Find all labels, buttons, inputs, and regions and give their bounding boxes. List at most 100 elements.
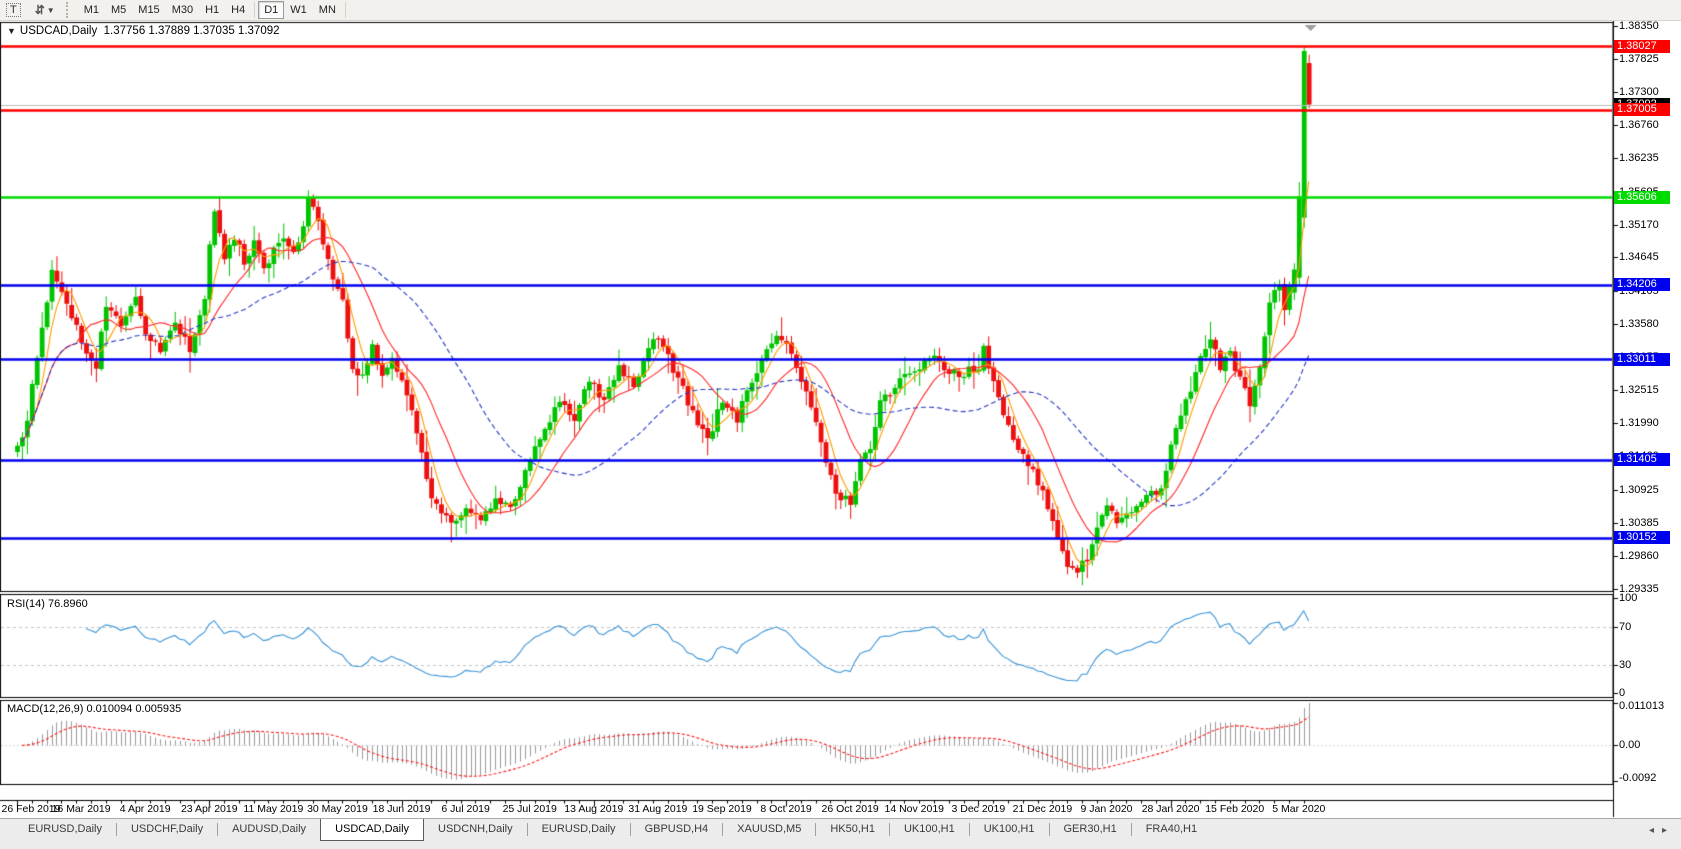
price-axis-tick: 1.36235 (1619, 152, 1659, 165)
date-axis-label: 15 Feb 2020 (1205, 803, 1265, 815)
date-axis-label: 26 Oct 2019 (821, 803, 879, 815)
macd-indicator-label: MACD(12,26,9) 0.010094 0.005935 (7, 703, 182, 715)
macd-axis-zero-label: 0.00 (1619, 739, 1641, 752)
sort-arrows-icon: ⇵ (34, 3, 45, 17)
tab-scroll-right-icon[interactable]: ▸ (1661, 824, 1667, 836)
tab-separator (217, 823, 219, 836)
chart-title: ▼ USDCAD,Daily 1.37756 1.37889 1.37035 1.… (7, 25, 280, 37)
price-axis-tick: 1.37825 (1619, 52, 1659, 65)
level-price-label: 1.31405 (1614, 453, 1670, 467)
toolbar-separator (344, 2, 346, 18)
date-axis-label: 8 Oct 2019 (760, 803, 812, 815)
date-axis-label: 3 Dec 2019 (951, 803, 1006, 815)
chart-tab-fra40-h1[interactable]: FRA40,H1 (1145, 823, 1198, 835)
macd-axis-min-label: -0.0092 (1619, 772, 1657, 784)
chart-symbol-period: USDCAD,Daily (19, 25, 98, 37)
chart-tab-gbpusd-h4[interactable]: GBPUSD,H4 (644, 823, 709, 835)
price-axis-tick: 1.36760 (1619, 119, 1659, 132)
tab-separator (888, 823, 890, 836)
timeframe-button-d1[interactable]: D1 (258, 1, 285, 19)
chart-tab-usdcnh-daily[interactable]: USDCNH,Daily (438, 823, 513, 835)
rsi-axis-label: 100 (1619, 592, 1638, 604)
chart-tab-bar: EURUSD,Daily USDCHF,Daily AUDUSD,Daily USDC… (0, 818, 1681, 849)
price-axis-tick: 1.30385 (1619, 517, 1659, 530)
timeframe-button-m1[interactable]: M1 (78, 1, 105, 19)
timeframe-button-m30[interactable]: M30 (166, 1, 199, 19)
date-axis-label: 9 Jan 2020 (1080, 803, 1133, 815)
text-tool-icon: T (6, 3, 21, 17)
timeframe-button-m15[interactable]: M15 (132, 1, 165, 19)
timeframe-button-h4[interactable]: H4 (225, 1, 251, 19)
timeframe-button-h1[interactable]: H1 (199, 1, 225, 19)
chevron-down-icon: ▼ (46, 5, 55, 15)
date-axis-label: 26 Feb 2019 (1, 803, 61, 815)
price-axis-tick: 1.33580 (1619, 317, 1659, 330)
price-chart-canvas[interactable] (0, 20, 1681, 818)
toolbar-separator (254, 2, 256, 18)
collapse-triangle-icon: ▼ (7, 26, 16, 36)
chart-ohlc-values: 1.37756 1.37889 1.37035 1.37092 (103, 25, 280, 37)
chart-tab-ger30-h1[interactable]: GER30,H1 (1063, 823, 1117, 835)
tab-separator (526, 823, 528, 836)
timeframe-toolbar: M1 M5 M15 M30 H1 H4 D1 W1 MN (78, 1, 349, 19)
date-axis-label: 4 Apr 2019 (119, 803, 171, 815)
chart-tab-uk100-h1[interactable]: UK100,H1 (903, 823, 955, 835)
price-axis-tick: 1.29860 (1619, 550, 1659, 563)
timeframe-button-w1[interactable]: W1 (284, 1, 313, 19)
date-axis-label: 18 Jun 2019 (372, 803, 431, 815)
price-axis-tick: 1.30925 (1619, 483, 1659, 496)
chart-tab-hk50-h1[interactable]: HK50,H1 (830, 823, 875, 835)
rsi-axis-label: 30 (1619, 658, 1632, 671)
date-axis-label: 16 Mar 2019 (51, 803, 111, 815)
macd-axis-max-label: 0.011013 (1619, 700, 1665, 712)
top-toolbar: T ⇵ ▼ M1 M5 M15 M30 H1 H4 D1 W1 MN (0, 0, 1681, 21)
date-axis-label: 21 Dec 2019 (1012, 803, 1073, 815)
level-price-label: 1.38027 (1614, 39, 1670, 53)
date-axis-label: 11 May 2019 (243, 803, 304, 815)
tab-scroll-arrows: ◂ ▸ (1635, 819, 1681, 841)
price-axis-tick: 1.32515 (1619, 384, 1659, 397)
date-axis-label: 28 Jan 2020 (1141, 803, 1200, 815)
text-tool-button[interactable]: T (0, 1, 27, 19)
rsi-axis-label: 70 (1619, 620, 1632, 633)
level-price-label: 1.33011 (1614, 352, 1670, 366)
price-axis-tick: 1.35170 (1619, 218, 1659, 231)
date-axis-label: 5 Mar 2020 (1272, 803, 1326, 815)
tab-separator (722, 823, 724, 836)
chart-tab-usdchf-daily[interactable]: USDCHF,Daily (130, 823, 204, 835)
tab-scroll-left-icon[interactable]: ◂ (1648, 824, 1654, 836)
level-price-label: 1.34206 (1614, 278, 1670, 292)
level-price-label: 1.30152 (1614, 531, 1670, 545)
tab-separator (629, 823, 631, 836)
date-axis-label: 19 Sep 2019 (692, 803, 752, 815)
date-axis-label: 25 Jul 2019 (502, 803, 557, 815)
chart-tabs: EURUSD,Daily USDCHF,Daily AUDUSD,Daily USDC… (14, 819, 1635, 841)
level-price-label: 1.35606 (1614, 190, 1670, 204)
date-axis-label: 13 Aug 2019 (564, 803, 624, 815)
date-axis-label: 30 May 2019 (307, 803, 368, 815)
price-axis-tick: 1.34645 (1619, 251, 1659, 264)
chart-tab-audusd-daily[interactable]: AUDUSD,Daily (232, 823, 307, 835)
timeframe-button-m5[interactable]: M5 (105, 1, 132, 19)
rsi-indicator-label: RSI(14) 76.8960 (7, 598, 88, 610)
chart-tab-usdcad-daily[interactable]: USDCAD,Daily (320, 819, 425, 841)
arrange-button[interactable]: ⇵ ▼ (29, 1, 61, 19)
chart-tab-eurusd-daily[interactable]: EURUSD,Daily (541, 823, 616, 835)
chart-tab-eurusd-daily[interactable]: EURUSD,Daily (28, 823, 102, 835)
tab-separator (968, 823, 970, 836)
chart-tab-uk100-h1[interactable]: UK100,H1 (983, 823, 1035, 835)
chart-tab-xauusd-m5[interactable]: XAUUSD,M5 (737, 823, 802, 835)
tab-separator (815, 823, 817, 836)
date-axis-label: 6 Jul 2019 (441, 803, 490, 815)
timeframe-button-mn[interactable]: MN (313, 1, 342, 19)
price-axis-tick: 1.31990 (1619, 417, 1659, 430)
chart-window: ▼ USDCAD,Daily 1.37756 1.37889 1.37035 1.… (0, 20, 1681, 818)
date-axis-label: 31 Aug 2019 (628, 803, 688, 815)
tab-separator (115, 823, 117, 836)
price-axis-tick: 1.29335 (1619, 582, 1659, 595)
tab-separator (1130, 823, 1132, 836)
toolbar-grip (65, 2, 73, 18)
rsi-axis-label: 0 (1619, 687, 1626, 699)
date-axis-label: 23 Apr 2019 (180, 803, 238, 815)
price-axis-tick: 1.37300 (1619, 85, 1659, 98)
